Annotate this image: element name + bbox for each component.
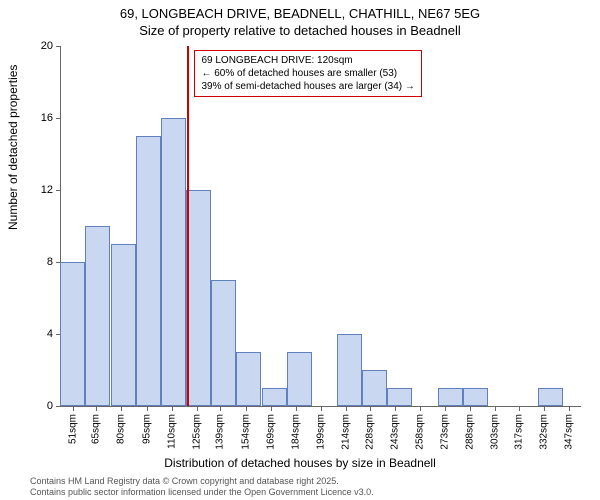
x-tick-mark <box>495 406 496 411</box>
title-block: 69, LONGBEACH DRIVE, BEADNELL, CHATHILL,… <box>0 6 600 40</box>
histogram-bar <box>287 352 312 406</box>
x-tick-mark <box>147 406 148 411</box>
x-tick-mark <box>395 406 396 411</box>
x-tick-label: 288sqm <box>465 414 476 450</box>
histogram-bar <box>236 352 261 406</box>
x-tick-mark <box>321 406 322 411</box>
histogram-bar <box>362 370 387 406</box>
histogram-bar <box>337 334 362 406</box>
x-tick-label: 51sqm <box>67 414 78 444</box>
x-tick-mark <box>346 406 347 411</box>
x-tick-label: 332sqm <box>539 414 550 450</box>
histogram-bar <box>463 388 488 406</box>
x-tick-label: 258sqm <box>414 414 425 450</box>
y-tick-label: 0 <box>23 400 53 412</box>
annotation-line: ← 60% of detached houses are smaller (53… <box>201 67 414 80</box>
x-tick-label: 65sqm <box>91 414 102 444</box>
histogram-bar <box>161 118 186 406</box>
x-tick-mark <box>121 406 122 411</box>
x-tick-mark <box>220 406 221 411</box>
marker-line <box>187 46 189 406</box>
x-tick-label: 228sqm <box>364 414 375 450</box>
footer-line-2: Contains public sector information licen… <box>30 487 374 498</box>
x-tick-label: 303sqm <box>490 414 501 450</box>
x-tick-mark <box>519 406 520 411</box>
y-tick-mark <box>56 190 61 191</box>
histogram-bar <box>387 388 412 406</box>
histogram-bar <box>60 262 85 406</box>
x-tick-mark <box>271 406 272 411</box>
x-tick-mark <box>197 406 198 411</box>
y-tick-label: 12 <box>23 184 53 196</box>
histogram-bar <box>85 226 110 406</box>
x-tick-mark <box>569 406 570 411</box>
chart-container: 69, LONGBEACH DRIVE, BEADNELL, CHATHILL,… <box>0 0 600 500</box>
x-axis-label: Distribution of detached houses by size … <box>0 456 600 470</box>
x-tick-label: 317sqm <box>513 414 524 450</box>
x-tick-label: 169sqm <box>265 414 276 450</box>
annotation-line: 69 LONGBEACH DRIVE: 120sqm <box>201 54 414 67</box>
histogram-bar <box>136 136 161 406</box>
x-tick-label: 139sqm <box>215 414 226 450</box>
histogram-bar <box>538 388 563 406</box>
y-tick-label: 4 <box>23 328 53 340</box>
x-tick-label: 95sqm <box>141 414 152 444</box>
chart-plot-area: 04812162051sqm65sqm80sqm95sqm110sqm125sq… <box>60 46 581 407</box>
annotation-line: 39% of semi-detached houses are larger (… <box>201 80 414 93</box>
x-tick-label: 273sqm <box>440 414 451 450</box>
title-line-2: Size of property relative to detached ho… <box>0 23 600 40</box>
x-tick-mark <box>420 406 421 411</box>
y-tick-label: 16 <box>23 112 53 124</box>
x-tick-label: 110sqm <box>166 414 177 449</box>
x-tick-label: 199sqm <box>316 414 327 450</box>
x-tick-label: 184sqm <box>290 414 301 450</box>
x-tick-label: 214sqm <box>341 414 352 450</box>
histogram-bar <box>186 190 211 406</box>
footer-line-1: Contains HM Land Registry data © Crown c… <box>30 476 374 487</box>
y-tick-mark <box>56 406 61 407</box>
histogram-bar <box>211 280 236 406</box>
x-tick-label: 125sqm <box>191 414 202 450</box>
y-tick-label: 8 <box>23 256 53 268</box>
x-tick-mark <box>470 406 471 411</box>
x-tick-mark <box>73 406 74 411</box>
histogram-bar <box>111 244 136 406</box>
x-tick-mark <box>544 406 545 411</box>
x-tick-mark <box>246 406 247 411</box>
y-axis-label: Number of detached properties <box>6 65 20 230</box>
histogram-bar <box>262 388 287 406</box>
y-tick-label: 20 <box>23 40 53 52</box>
x-tick-label: 80sqm <box>116 414 127 444</box>
x-tick-label: 347sqm <box>564 414 575 450</box>
x-tick-mark <box>445 406 446 411</box>
x-tick-label: 243sqm <box>389 414 400 450</box>
x-tick-mark <box>370 406 371 411</box>
x-tick-label: 154sqm <box>240 414 251 450</box>
footer-attribution: Contains HM Land Registry data © Crown c… <box>30 476 374 498</box>
x-tick-mark <box>96 406 97 411</box>
y-tick-mark <box>56 46 61 47</box>
x-tick-mark <box>296 406 297 411</box>
title-line-1: 69, LONGBEACH DRIVE, BEADNELL, CHATHILL,… <box>0 6 600 23</box>
x-tick-mark <box>172 406 173 411</box>
y-tick-mark <box>56 118 61 119</box>
histogram-bar <box>438 388 463 406</box>
annotation-box: 69 LONGBEACH DRIVE: 120sqm← 60% of detac… <box>194 50 421 97</box>
